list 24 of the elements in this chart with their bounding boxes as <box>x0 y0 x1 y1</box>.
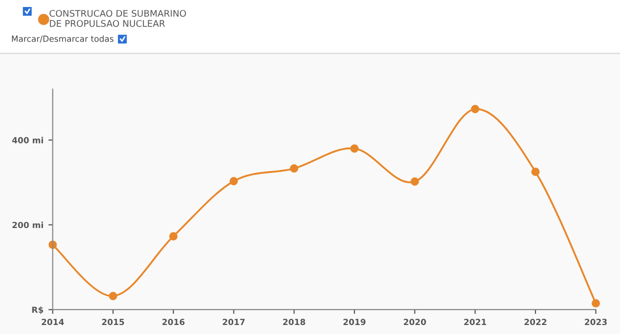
y-tick-label: 400 mi <box>12 136 43 144</box>
text: Marcar/Desmarcar todas <box>12 35 114 43</box>
x-tick-label: 2018 <box>283 318 306 326</box>
x-tick-label: 2017 <box>222 318 245 326</box>
x-tick-label: 2022 <box>524 318 546 326</box>
point <box>290 164 298 173</box>
y-tick-label: R$ <box>32 306 44 314</box>
x-tick-label: 2021 <box>464 318 486 326</box>
y-tick-label: 200 mi <box>12 222 43 228</box>
point <box>230 177 238 186</box>
point <box>531 168 540 176</box>
x-tick-label: 2019 <box>343 318 366 326</box>
point <box>108 292 118 300</box>
x-tick-label: 2015 <box>102 318 124 326</box>
point <box>410 177 419 186</box>
point <box>169 232 178 240</box>
x-tick-label: 2023 <box>584 318 607 326</box>
point <box>592 299 600 308</box>
point <box>350 144 359 153</box>
point <box>470 104 480 114</box>
x-tick-label: 2014 <box>42 318 64 326</box>
legend-label: CONSTRUCAO DE SUBMARINO DE PROPULSAO NUCLEAR <box>50 10 186 27</box>
x-tick-label: 2016 <box>162 318 185 326</box>
x-tick-label: 2020 <box>404 318 426 326</box>
